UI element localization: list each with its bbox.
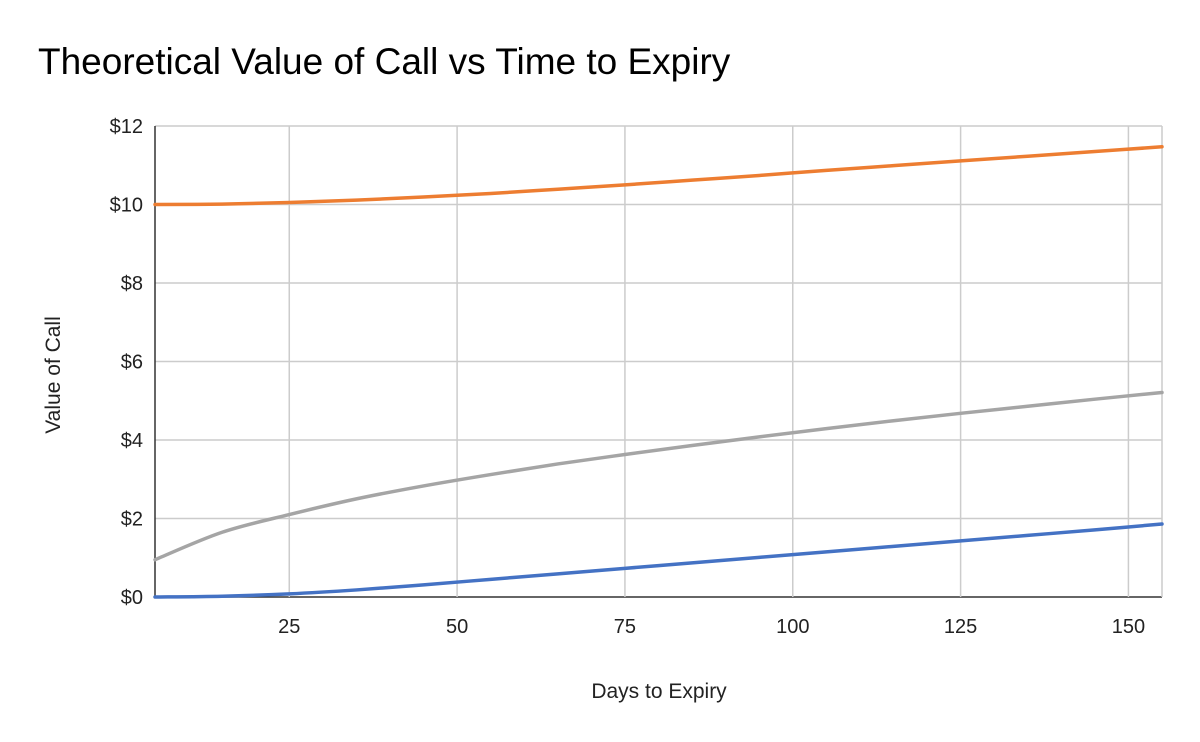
- y-tick-label: $0: [121, 587, 143, 609]
- y-tick-label: $10: [110, 195, 143, 217]
- y-tick-label: $4: [121, 430, 143, 452]
- ticks-layer: $0 $2 $4 $6 $8 $10 $12 25 50 75 100 125 150: [110, 116, 1145, 638]
- y-tick-label: $12: [110, 116, 143, 138]
- grid-layer: [154, 125, 1163, 598]
- y-axis-label: Value of Call: [42, 316, 65, 434]
- x-tick-label: 50: [446, 616, 468, 638]
- y-tick-label: $2: [121, 509, 143, 531]
- x-tick-label: 75: [614, 616, 636, 638]
- x-axis-label: Days to Expiry: [591, 680, 727, 703]
- series-layer: [153, 145, 1164, 599]
- y-tick-label: $8: [121, 273, 143, 295]
- x-tick-label: 25: [278, 616, 300, 638]
- x-tick-label: 125: [944, 616, 977, 638]
- x-tick-label: 100: [776, 616, 809, 638]
- series-line-1: [153, 145, 1164, 207]
- series-line-2: [153, 390, 1164, 562]
- chart-title: Theoretical Value of Call vs Time to Exp…: [38, 41, 731, 82]
- x-tick-label: 150: [1112, 616, 1145, 638]
- series-line-3: [153, 522, 1164, 599]
- y-tick-label: $6: [121, 352, 143, 374]
